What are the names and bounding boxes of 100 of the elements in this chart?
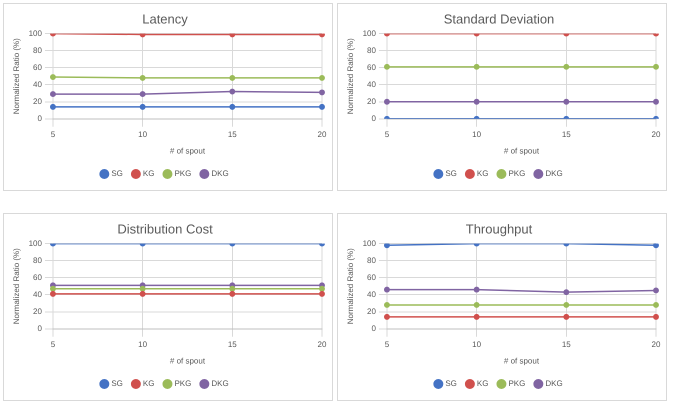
point xyxy=(384,64,390,70)
x-tick-label: 5 xyxy=(384,340,390,349)
point xyxy=(50,104,56,110)
x-tick-label: 10 xyxy=(138,130,148,139)
x-tick-label: 5 xyxy=(50,130,56,139)
y-tick-label: 80 xyxy=(367,46,376,55)
x-tick-label: 15 xyxy=(562,130,572,139)
point xyxy=(653,244,659,248)
x-tick-label: 20 xyxy=(318,340,327,349)
x-tick-label: 10 xyxy=(472,340,482,349)
legend-label: PKG xyxy=(508,169,526,178)
y-tick-label: 80 xyxy=(33,256,42,265)
y-tick-label: 60 xyxy=(367,62,376,72)
point xyxy=(229,74,236,81)
point xyxy=(319,74,325,81)
point xyxy=(474,286,480,293)
x-tick-label: 10 xyxy=(138,340,148,349)
x-tick-label: 15 xyxy=(228,130,238,139)
point xyxy=(563,64,570,70)
legend-label: PKG xyxy=(174,379,192,388)
point xyxy=(140,91,146,98)
y-tick-label: 0 xyxy=(371,114,376,124)
point xyxy=(563,98,570,105)
legend-label: SG xyxy=(445,169,457,178)
y-axis-title: Normalized Ratio (%) xyxy=(346,248,356,324)
legend-label: SG xyxy=(445,379,457,388)
point xyxy=(653,64,659,70)
chart-title: Standard Deviation xyxy=(444,11,554,26)
y-axis-title: Normalized Ratio (%) xyxy=(346,38,356,114)
point xyxy=(563,289,570,296)
y-tick-label: 20 xyxy=(33,306,42,316)
legend-label: SG xyxy=(111,169,123,178)
point xyxy=(474,64,480,70)
point xyxy=(319,286,325,292)
y-tick-label: 60 xyxy=(33,62,42,72)
point xyxy=(319,89,325,96)
y-tick-label: 80 xyxy=(367,256,376,265)
x-tick-label: 5 xyxy=(384,130,390,139)
y-tick-label: 0 xyxy=(37,324,42,334)
legend-label: DKG xyxy=(211,169,229,178)
y-axis-title: Normalized Ratio (%) xyxy=(12,248,22,324)
y-tick-label: 40 xyxy=(33,80,42,89)
point xyxy=(653,98,659,105)
point xyxy=(474,314,480,320)
chart-title: Throughput xyxy=(466,221,533,236)
legend-label: DKG xyxy=(545,169,563,178)
point xyxy=(229,104,236,110)
point xyxy=(384,314,390,320)
x-tick-label: 5 xyxy=(50,340,56,349)
y-axis-title: Normalized Ratio (%) xyxy=(12,38,22,114)
point xyxy=(319,104,325,110)
y-tick-label: 40 xyxy=(367,80,376,89)
legend-label: DKG xyxy=(545,379,563,388)
y-tick-label: 100 xyxy=(362,28,376,38)
y-tick-label: 100 xyxy=(28,238,42,248)
point xyxy=(140,104,146,110)
point xyxy=(474,98,480,105)
point xyxy=(653,288,659,294)
point xyxy=(653,314,659,320)
point xyxy=(229,88,236,94)
x-tick-label: 20 xyxy=(318,130,327,139)
legend-label: PKG xyxy=(508,379,526,388)
point xyxy=(474,302,480,308)
y-tick-label: 100 xyxy=(28,28,42,38)
point xyxy=(50,91,56,98)
x-tick-label: 15 xyxy=(228,340,238,349)
point xyxy=(563,314,570,320)
legend-label: SG xyxy=(111,379,123,388)
point xyxy=(140,74,146,81)
y-tick-label: 20 xyxy=(367,96,376,106)
x-tick-label: 10 xyxy=(472,130,482,139)
chart-title: Distribution Cost xyxy=(117,221,214,236)
point xyxy=(384,244,390,248)
legend-label: PKG xyxy=(174,169,192,178)
legend-label: KG xyxy=(142,169,154,178)
x-axis-title: # of spout xyxy=(170,356,206,366)
point xyxy=(384,286,390,293)
point xyxy=(50,74,56,80)
legend-label: KG xyxy=(476,169,488,178)
legend-label: DKG xyxy=(211,379,229,388)
y-tick-label: 40 xyxy=(33,290,42,299)
point xyxy=(140,286,146,292)
y-tick-label: 20 xyxy=(33,96,42,106)
point xyxy=(319,290,325,297)
point xyxy=(50,290,56,297)
y-tick-label: 60 xyxy=(33,272,42,282)
point xyxy=(563,302,570,308)
point xyxy=(384,302,390,308)
x-axis-title: # of spout xyxy=(504,356,540,366)
y-tick-label: 20 xyxy=(367,306,376,316)
point xyxy=(229,290,236,297)
point xyxy=(50,286,56,292)
y-tick-label: 80 xyxy=(33,46,42,55)
y-tick-label: 0 xyxy=(37,114,42,124)
y-tick-label: 100 xyxy=(362,238,376,248)
legend-label: KG xyxy=(476,379,488,388)
y-tick-label: 60 xyxy=(367,272,376,282)
point xyxy=(140,290,146,297)
y-tick-label: 0 xyxy=(371,324,376,334)
legend-label: KG xyxy=(142,379,154,388)
